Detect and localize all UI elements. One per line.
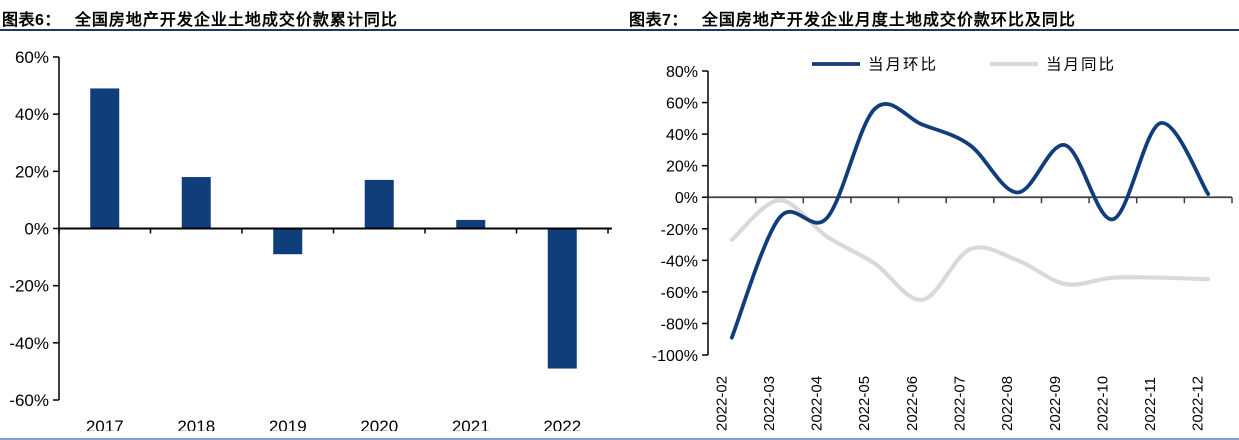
y-tick-label: -80% [661,316,698,333]
y-tick-label: 0% [24,220,49,239]
y-tick-label: 80% [666,64,698,81]
figure-7-tag: 图表7： [629,12,688,29]
y-tick-label: -40% [9,334,49,353]
figure-6-header: 图表6： 全国房地产开发企业土地成交价款累计同比 [0,0,620,31]
x-tick-label: 2022-07 [952,376,969,431]
y-tick-label: 40% [666,127,698,144]
x-tick-label: 2017 [86,417,124,431]
bar-2017 [90,88,120,229]
y-tick-label: -100% [652,348,698,365]
x-tick-label: 2019 [269,417,307,431]
bar-2021 [456,219,486,229]
x-tick-label: 2021 [452,417,490,431]
x-tick-label: 2022-02 [713,376,730,431]
x-tick-label: 2022-06 [904,376,921,431]
x-tick-label: 2022-09 [1047,376,1064,431]
x-tick-label: 2022-11 [1142,377,1159,431]
figure-7-header: 图表7： 全国房地产开发企业月度土地成交价款环比及同比 [620,0,1239,31]
x-tick-label: 2022 [543,417,581,431]
y-tick-label: 20% [666,159,698,176]
legend-label: 当月同比 [1046,56,1116,74]
y-tick-label: -60% [9,391,49,410]
bar-2022 [547,228,577,369]
x-tick-label: 2022-08 [999,376,1016,431]
x-tick-label: 2022-12 [1190,376,1207,431]
y-tick-label: -60% [661,285,698,302]
figure-6-title: 全国房地产开发企业土地成交价款累计同比 [74,12,398,29]
y-tick-label: 20% [15,162,49,181]
bar-2018 [181,177,211,229]
x-tick-label: 2018 [177,417,215,431]
y-tick-label: 0% [675,190,698,207]
panel-figure-7: 图表7： 全国房地产开发企业月度土地成交价款环比及同比 80% 60% 40% 20%… [620,0,1239,440]
figure-6-tag: 图表6： [2,12,61,29]
y-tick-label: 40% [15,105,49,124]
y-tick-label: -20% [661,222,698,239]
y-tick-label: 60% [15,48,49,67]
y-tick-label: -20% [9,277,49,296]
x-tick-label: 2022-04 [809,376,826,431]
x-tick-label: 2022-10 [1094,376,1111,431]
bar-2020 [364,179,394,229]
bar-chart-figure-6: 60% 40% 20% 0% -20% -40% -60% 2017 2018 2019 2020 2… [9,48,612,431]
panel-figure-6: 图表6： 全国房地产开发企业土地成交价款累计同比 60% 40% 20% 0% -20%… [0,0,620,440]
x-tick-label: 2022-03 [761,376,778,431]
y-tick-label: -40% [661,253,698,270]
y-tick-label: 60% [666,96,698,113]
figure-7-title: 全国房地产开发企业月度土地成交价款环比及同比 [701,12,1076,29]
bar-2019 [273,228,303,255]
line-当月环比 [729,102,1211,340]
line-chart-figure-7: 80% 60% 40% 20% 0% -20% -40% -60% -80% -100% 2022-… [652,56,1233,431]
x-tick-label: 2022-05 [856,376,873,431]
x-tick-label: 2020 [360,417,398,431]
legend-label: 当月环比 [868,56,938,74]
